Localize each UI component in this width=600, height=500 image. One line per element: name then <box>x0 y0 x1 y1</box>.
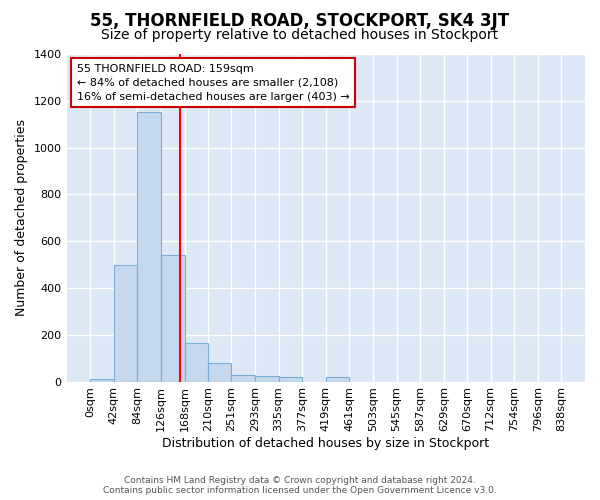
Bar <box>208 363 231 382</box>
Bar <box>255 376 278 382</box>
Bar <box>114 264 137 382</box>
Bar <box>278 378 302 382</box>
Bar <box>326 378 349 382</box>
Bar <box>185 343 208 382</box>
Bar <box>90 379 114 382</box>
Text: 55, THORNFIELD ROAD, STOCKPORT, SK4 3JT: 55, THORNFIELD ROAD, STOCKPORT, SK4 3JT <box>91 12 509 30</box>
Bar <box>161 255 185 382</box>
Bar <box>137 112 161 382</box>
Text: 55 THORNFIELD ROAD: 159sqm
← 84% of detached houses are smaller (2,108)
16% of s: 55 THORNFIELD ROAD: 159sqm ← 84% of deta… <box>77 64 350 102</box>
Bar <box>231 375 255 382</box>
X-axis label: Distribution of detached houses by size in Stockport: Distribution of detached houses by size … <box>162 437 490 450</box>
Text: Contains HM Land Registry data © Crown copyright and database right 2024.
Contai: Contains HM Land Registry data © Crown c… <box>103 476 497 495</box>
Text: Size of property relative to detached houses in Stockport: Size of property relative to detached ho… <box>101 28 499 42</box>
Y-axis label: Number of detached properties: Number of detached properties <box>15 120 28 316</box>
